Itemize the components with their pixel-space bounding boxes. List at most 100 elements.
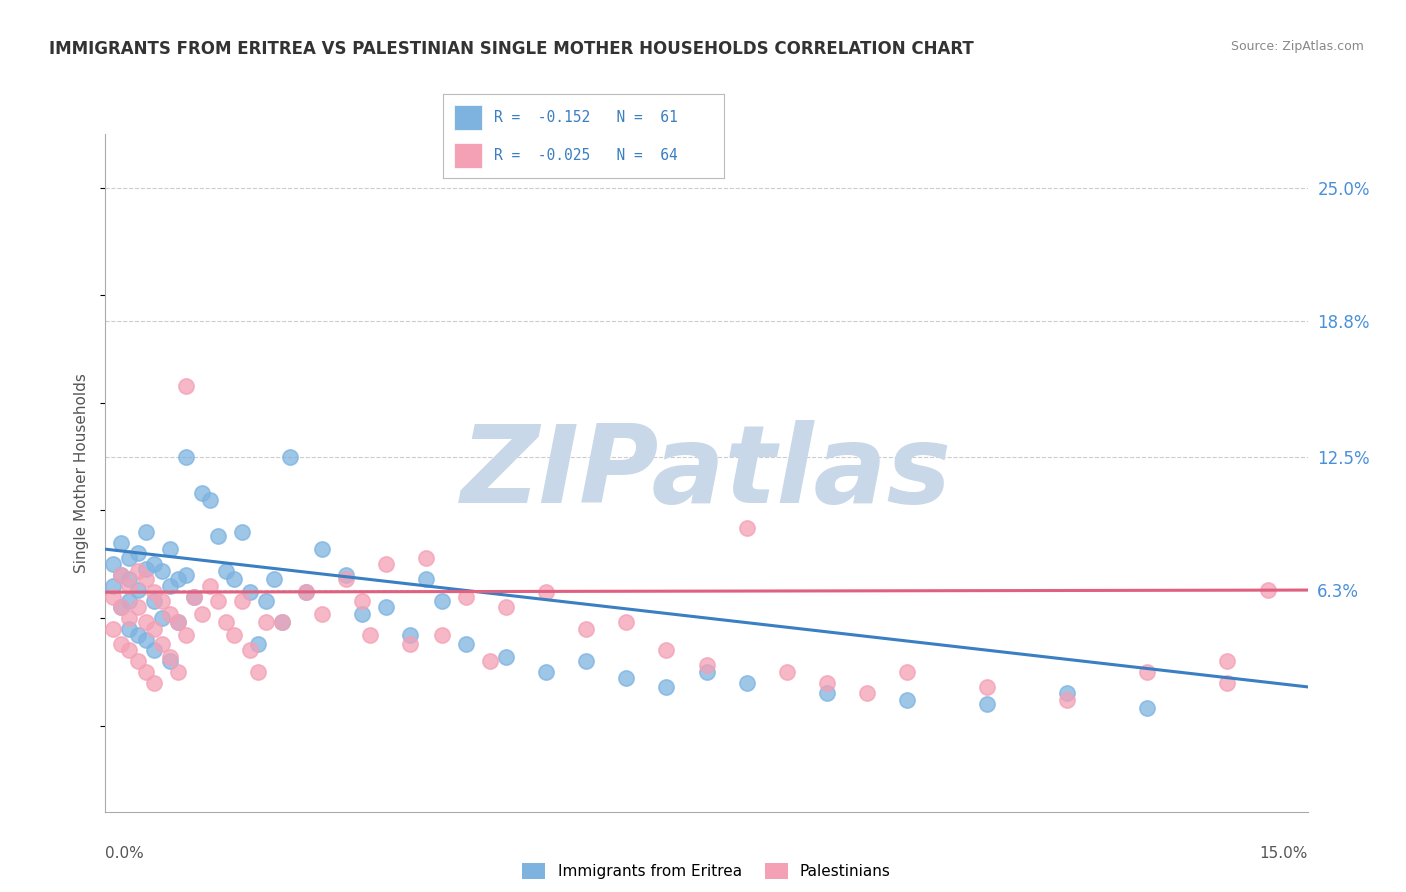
Point (295, 585, 318, 599)
Point (103, 622, 125, 636)
Point (222, 572, 245, 586)
Point (118, 594, 141, 608)
Point (103, 558, 125, 572)
Point (399, 628, 422, 642)
Point (278, 450, 301, 464)
Point (815, 686, 838, 700)
Point (815, 675, 838, 690)
Point (174, 628, 197, 642)
Point (295, 585, 318, 599)
Bar (454, 104, 482, 130)
Point (150, 637, 173, 651)
Point (1136, 701, 1159, 715)
Point (655, 643, 678, 657)
Point (166, 665, 188, 679)
Point (855, 686, 877, 700)
Legend: Immigrants from Eritrea, Palestinians: Immigrants from Eritrea, Palestinians (516, 857, 897, 886)
Point (263, 572, 285, 586)
Point (127, 600, 149, 615)
Point (254, 615, 277, 630)
Point (1136, 665, 1159, 679)
Point (135, 665, 157, 679)
Point (1216, 675, 1239, 690)
Point (135, 572, 157, 586)
Point (696, 658, 718, 673)
Text: ZIPatlas: ZIPatlas (461, 420, 952, 525)
Point (335, 568, 357, 582)
Point (103, 579, 125, 593)
Point (118, 579, 141, 593)
Point (198, 492, 221, 507)
Point (239, 643, 262, 657)
Text: 15.0%: 15.0% (1260, 846, 1308, 861)
Point (118, 572, 141, 586)
Point (776, 665, 799, 679)
Point (174, 568, 197, 582)
Point (150, 611, 173, 625)
Point (159, 654, 181, 668)
Bar (454, 143, 482, 169)
Point (110, 568, 132, 582)
Point (534, 665, 557, 679)
Point (896, 665, 918, 679)
Point (118, 622, 141, 636)
Point (1056, 693, 1078, 707)
Point (110, 568, 132, 582)
Point (207, 594, 229, 608)
Point (135, 561, 157, 575)
Point (142, 622, 165, 636)
Point (415, 550, 437, 565)
Point (118, 550, 141, 565)
Point (335, 572, 357, 586)
Point (270, 615, 292, 630)
Point (735, 675, 758, 690)
Point (135, 615, 157, 630)
Point (350, 594, 373, 608)
Point (166, 615, 188, 630)
Text: R =  -0.152   N =  61: R = -0.152 N = 61 (494, 110, 678, 125)
Point (575, 622, 598, 636)
Point (311, 607, 333, 621)
Point (231, 594, 253, 608)
Point (534, 585, 557, 599)
Point (142, 675, 165, 690)
Text: IMMIGRANTS FROM ERITREA VS PALESTINIAN SINGLE MOTHER HOUSEHOLDS CORRELATION CHAR: IMMIGRANTS FROM ERITREA VS PALESTINIAN S… (49, 40, 974, 58)
Point (1257, 582, 1279, 597)
Point (183, 590, 205, 604)
Point (896, 693, 918, 707)
Point (150, 594, 173, 608)
Text: 0.0%: 0.0% (105, 846, 145, 861)
Point (214, 615, 236, 630)
Point (399, 637, 422, 651)
Point (254, 594, 277, 608)
Text: R =  -0.025   N =  64: R = -0.025 N = 64 (494, 148, 678, 163)
Point (198, 579, 221, 593)
Point (655, 680, 678, 694)
Point (127, 582, 149, 597)
Text: Source: ZipAtlas.com: Source: ZipAtlas.com (1230, 40, 1364, 54)
Point (110, 637, 132, 651)
Point (127, 654, 149, 668)
Point (976, 680, 998, 694)
Point (616, 671, 638, 685)
Point (183, 590, 205, 604)
Point (1216, 654, 1239, 668)
Point (159, 607, 181, 621)
Point (270, 615, 292, 630)
Point (430, 628, 453, 642)
Point (174, 378, 197, 392)
Point (190, 607, 212, 621)
Point (159, 579, 181, 593)
Point (239, 585, 262, 599)
Point (430, 594, 453, 608)
Point (374, 600, 398, 615)
Point (159, 542, 181, 557)
Point (110, 600, 132, 615)
Point (110, 600, 132, 615)
Point (127, 546, 149, 560)
Point (616, 615, 638, 630)
Point (207, 529, 229, 543)
Point (1056, 686, 1078, 700)
Point (231, 524, 253, 539)
Point (359, 628, 381, 642)
